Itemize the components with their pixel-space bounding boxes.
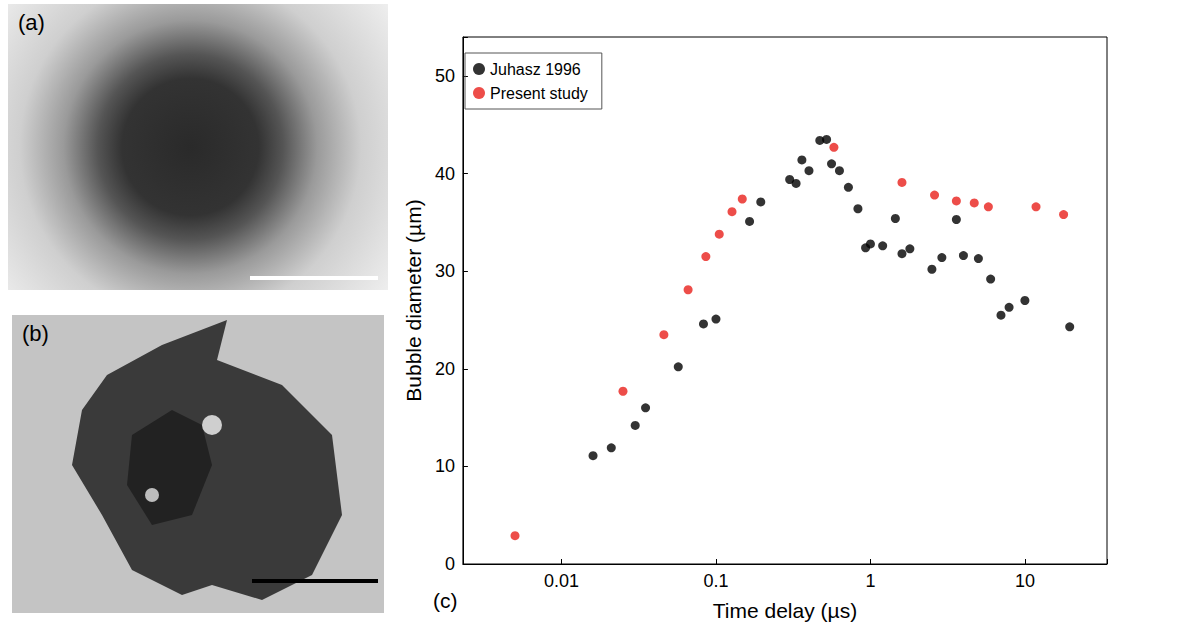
- svg-text:Present study: Present study: [490, 85, 588, 102]
- svg-text:0.1: 0.1: [703, 571, 728, 591]
- svg-text:50: 50: [435, 66, 455, 86]
- html-text:(a): (a): [18, 10, 45, 35]
- svg-text:(c): (c): [433, 589, 458, 612]
- svg-text:Juhasz 1996: Juhasz 1996: [490, 61, 581, 78]
- svg-text:30: 30: [435, 261, 455, 281]
- svg-text:Time delay (µs): Time delay (µs): [713, 599, 857, 622]
- svg-text:0: 0: [445, 554, 455, 574]
- svg-text:10: 10: [435, 456, 455, 476]
- svg-text:10: 10: [1015, 571, 1035, 591]
- svg-text:1: 1: [865, 571, 875, 591]
- html-text:(b): (b): [22, 321, 49, 346]
- svg-text:0.01: 0.01: [544, 571, 579, 591]
- svg-text:20: 20: [435, 359, 455, 379]
- svg-text:40: 40: [435, 164, 455, 184]
- svg-text:Bubble diameter (µm): Bubble diameter (µm): [402, 199, 425, 401]
